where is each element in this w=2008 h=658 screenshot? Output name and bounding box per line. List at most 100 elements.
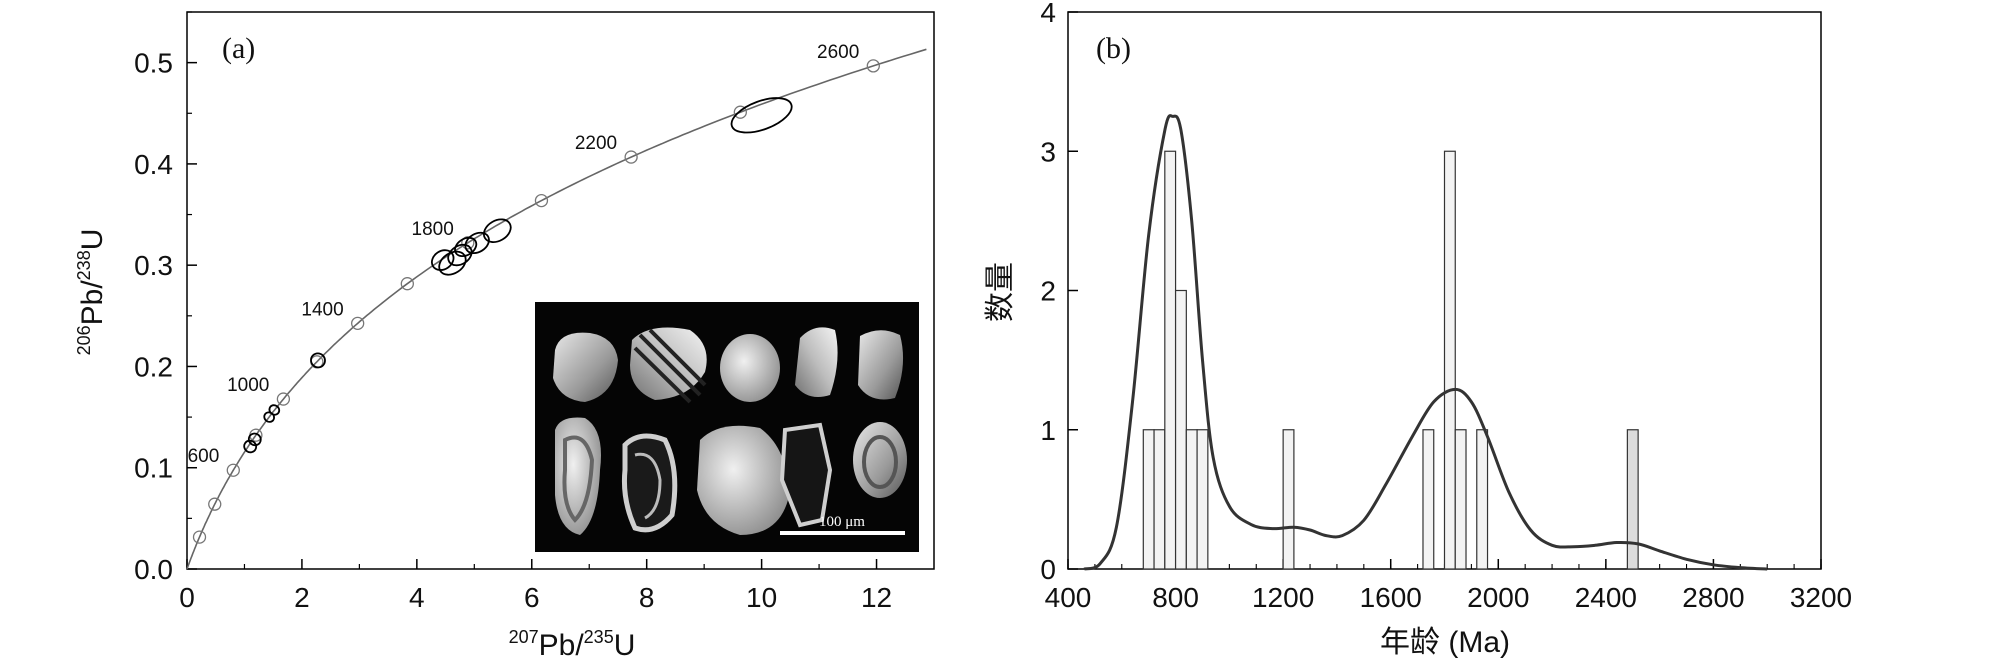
x-tick-label: 3200 <box>1790 582 1852 613</box>
age-label: 2200 <box>575 133 617 154</box>
histogram-bar <box>1185 429 1198 570</box>
histogram-bar <box>1476 429 1489 570</box>
x-tick-label: 1600 <box>1360 582 1422 613</box>
panel-label: (a) <box>222 32 255 65</box>
zircon-grain <box>622 433 678 533</box>
zircon-grain <box>795 327 838 398</box>
y-label-sup2: 238 <box>74 250 94 280</box>
y-tick-label: 4 <box>1040 0 1056 28</box>
y-axis-label: 206Pb/238U <box>74 229 109 356</box>
plot-area-frame <box>186 11 935 570</box>
kde-curve <box>1083 114 1768 571</box>
x-tick-label: 4 <box>409 582 425 613</box>
x-tick-labels: 400 800 1200 1600 2000 2400 2800 3200 <box>1045 582 1853 613</box>
zircon-grain <box>697 425 789 535</box>
x-tick-label: 2 <box>294 582 310 613</box>
error-ellipse <box>430 249 455 271</box>
concordia-curve <box>186 48 927 570</box>
age-label: 1800 <box>412 219 454 240</box>
scale-bar-label: 100 μm <box>819 514 865 530</box>
zircon-grain <box>862 435 898 489</box>
x-tick-labels: 0 2 4 6 8 10 12 <box>179 582 892 613</box>
error-ellipse <box>464 231 490 254</box>
y-tick-label: 1 <box>1040 415 1056 446</box>
y-tick-label: 0.5 <box>134 48 173 79</box>
x-tick-label: 800 <box>1152 582 1199 613</box>
y-axis-label: 数量 <box>984 262 1017 322</box>
y-tick-label: 0 <box>1040 554 1056 585</box>
y-tick-label: 3 <box>1040 136 1056 167</box>
zircon-grain <box>858 330 904 400</box>
panel-label: (b) <box>1096 32 1131 65</box>
x-tick-label: 8 <box>639 582 655 613</box>
age-marker-circle <box>192 530 207 544</box>
error-ellipse <box>482 218 512 243</box>
histogram-bar <box>1443 150 1456 570</box>
age-marker-circle <box>226 463 240 477</box>
y-label-sup1: 206 <box>74 325 94 355</box>
zircon-grain <box>779 422 833 528</box>
age-marker-circle <box>534 193 549 208</box>
histogram-bar <box>1626 429 1639 570</box>
age-marker-circle <box>351 316 365 331</box>
concordia-panel: (a) 0 2 4 6 8 10 12 0.0 0.1 0.2 0.3 0.4 0.5 600 1000… <box>74 11 935 658</box>
histogram-bar <box>1164 150 1177 570</box>
histogram-panel: (b) 400 800 1200 1600 2000 2400 2800 3200 0 1 2 3 4… <box>984 0 1852 658</box>
error-ellipse <box>268 404 281 416</box>
zircon-grain <box>720 334 780 402</box>
histogram-bar <box>1153 429 1166 570</box>
x-axis-label: 207Pb/235U <box>509 627 636 658</box>
zircon-grain <box>562 435 595 523</box>
y-tick-label: 0.1 <box>134 453 173 484</box>
x-tick-label: 10 <box>746 582 777 613</box>
age-label: 2600 <box>817 42 859 63</box>
zircon-grain <box>634 452 662 520</box>
age-marker-circle <box>208 497 222 511</box>
x-label-sup2: 235 <box>584 627 614 647</box>
x-tick-label: 2000 <box>1467 582 1529 613</box>
age-label: 600 <box>188 446 220 467</box>
x-tick-label: 400 <box>1045 582 1092 613</box>
histogram-bar <box>1282 429 1295 570</box>
x-label-base1: Pb/ <box>539 629 585 658</box>
y-tick-label: 0.2 <box>134 351 173 382</box>
age-marker-circle <box>400 277 414 291</box>
error-ellipse <box>243 439 258 454</box>
age-marker-circle <box>624 150 638 164</box>
histogram-bar <box>1454 429 1467 570</box>
axes-ticks <box>186 11 878 570</box>
x-label-base2: U <box>614 629 636 658</box>
age-marker-circle <box>461 236 475 250</box>
error-ellipses <box>243 97 793 454</box>
x-tick-label: 12 <box>861 582 892 613</box>
axes-ticks <box>1067 11 1822 570</box>
error-ellipse <box>247 432 262 447</box>
histogram-bar <box>1196 429 1209 570</box>
zircon-grain <box>633 328 707 404</box>
y-tick-label: 0.4 <box>134 149 173 180</box>
kde-curve-group <box>1083 114 1768 571</box>
x-tick-label: 2400 <box>1575 582 1637 613</box>
histogram-bar <box>1422 429 1435 570</box>
zircon-grain <box>553 332 618 402</box>
x-label-sup1: 207 <box>509 627 539 647</box>
x-tick-label: 6 <box>524 582 540 613</box>
x-tick-label: 2800 <box>1682 582 1744 613</box>
histogram-bar <box>1174 289 1187 570</box>
error-ellipse <box>310 352 326 369</box>
age-marker-circle <box>733 105 747 119</box>
zircon-cl-inset: 100 μm <box>535 302 919 552</box>
histogram-bars <box>1142 150 1639 570</box>
y-tick-label: 0.0 <box>134 554 173 585</box>
x-tick-label: 1200 <box>1252 582 1314 613</box>
y-tick-label: 0.3 <box>134 250 173 281</box>
age-label: 1400 <box>301 299 343 320</box>
age-marker-circle <box>866 59 880 73</box>
error-ellipse <box>454 236 478 258</box>
histogram-bar <box>1142 429 1155 570</box>
error-ellipse <box>730 97 793 134</box>
age-labels: 600 1000 1400 1800 2200 2600 <box>188 42 860 467</box>
x-axis-label: 年龄 (Ma) <box>1380 626 1510 658</box>
y-tick-labels: 0.0 0.1 0.2 0.3 0.4 0.5 <box>134 48 173 585</box>
